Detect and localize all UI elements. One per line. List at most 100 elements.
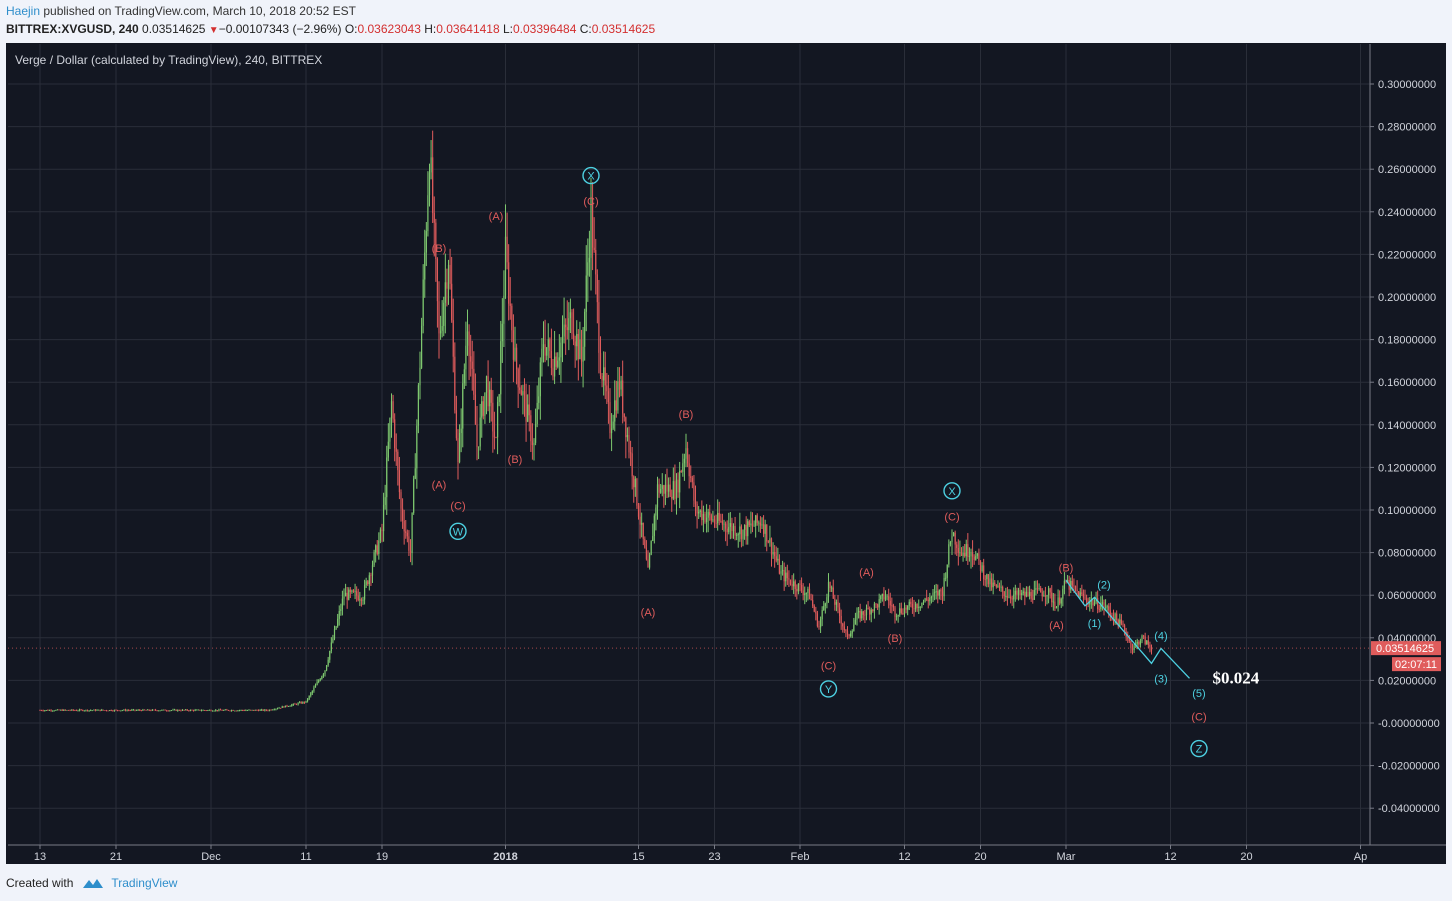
candle-body: [924, 598, 926, 602]
candle-body: [574, 341, 576, 347]
candle-body: [281, 706, 283, 708]
x-tick-label: Dec: [201, 851, 221, 863]
candle-body: [645, 547, 648, 560]
countdown-text: 02:07:11: [1395, 659, 1437, 671]
candle-body: [623, 413, 625, 418]
candle-body: [1138, 641, 1140, 645]
candle-body: [77, 710, 79, 712]
candle-body: [1000, 586, 1002, 588]
candle-body: [777, 558, 779, 561]
candle-body: [625, 417, 627, 438]
candle-body: [251, 709, 253, 711]
candle-body: [664, 484, 667, 494]
candle-body: [842, 623, 844, 627]
wave-label-circle: X: [587, 171, 595, 183]
candle-body: [729, 523, 731, 527]
candle-body: [1095, 598, 1097, 603]
candle-body: [479, 417, 481, 447]
candle-body: [93, 709, 95, 711]
candle-body: [413, 478, 415, 513]
candle-body: [318, 680, 320, 683]
candle-body: [565, 324, 567, 328]
candle-body: [563, 324, 565, 337]
candle-body: [530, 415, 532, 442]
x-tick-label: 23: [708, 851, 720, 863]
candle-body: [104, 710, 106, 712]
candle-body: [333, 629, 336, 639]
candle-body: [758, 522, 760, 524]
candle-body: [603, 367, 605, 381]
candle-body: [956, 544, 958, 548]
candle-body: [346, 592, 348, 600]
candle-body: [490, 389, 492, 403]
candle-body: [794, 581, 796, 589]
candle-body: [973, 556, 975, 560]
candle-body: [458, 432, 461, 462]
candle-body: [954, 532, 956, 545]
candle-body: [660, 488, 662, 493]
candle-body: [981, 565, 983, 572]
candle-body: [717, 512, 719, 524]
candle-body: [748, 521, 750, 526]
candle-body: [371, 565, 374, 576]
candle-body: [528, 404, 530, 416]
candle-body: [1017, 590, 1020, 595]
candle-body: [191, 709, 193, 711]
candle-body: [156, 710, 158, 712]
candle-body: [61, 709, 63, 711]
candle-body: [229, 710, 231, 712]
close-label: C:: [579, 22, 592, 36]
candle-body: [58, 709, 60, 711]
candle-body: [824, 603, 826, 607]
author-link[interactable]: Haejin: [6, 4, 41, 18]
down-triangle-icon: ▼: [208, 25, 219, 36]
candle-body: [959, 552, 961, 554]
candle-body: [113, 709, 116, 711]
x-tick-label: 20: [974, 851, 986, 863]
x-tick-label: 20: [1240, 851, 1252, 863]
candle-body: [289, 705, 291, 707]
candle-body: [1030, 592, 1032, 599]
candle-body: [1052, 601, 1054, 603]
candle-body: [161, 709, 163, 711]
candle-body: [699, 510, 701, 512]
candle-body: [1014, 590, 1016, 595]
wave-label-circle: X: [948, 486, 956, 498]
candle-body: [745, 525, 747, 537]
candle-body: [1089, 601, 1091, 605]
candle-body: [1035, 588, 1037, 591]
candle-body: [883, 593, 885, 600]
candle-body: [297, 703, 299, 705]
candle-body: [821, 610, 823, 620]
candle-body: [691, 477, 693, 483]
candle-body: [549, 339, 551, 351]
candle-body: [151, 709, 154, 711]
candle-body: [577, 333, 579, 360]
candle-body: [394, 419, 396, 449]
footer: Created with TradingView: [6, 876, 177, 890]
tradingview-link[interactable]: TradingView: [81, 876, 177, 890]
candle-body: [112, 710, 114, 712]
candle-body: [865, 607, 868, 616]
candle-body: [367, 581, 369, 585]
candle-body: [739, 526, 741, 535]
candle-body: [800, 584, 803, 591]
candle-body: [425, 230, 427, 253]
candle-body: [185, 709, 187, 711]
candle-body: [314, 685, 317, 688]
candle-body: [460, 428, 462, 433]
candle-body: [702, 514, 705, 521]
candle-body: [957, 547, 959, 553]
chart-area[interactable]: [6, 43, 1446, 864]
wave-label: (B): [1059, 563, 1074, 575]
candle-body: [341, 598, 344, 610]
candle-body: [864, 614, 866, 616]
candle-body: [731, 523, 733, 532]
candle-body: [682, 463, 684, 472]
candle-body: [584, 311, 586, 347]
candle-body: [900, 608, 902, 613]
candle-body: [810, 599, 812, 601]
candle-body: [1093, 602, 1096, 606]
candle-body: [232, 710, 234, 711]
